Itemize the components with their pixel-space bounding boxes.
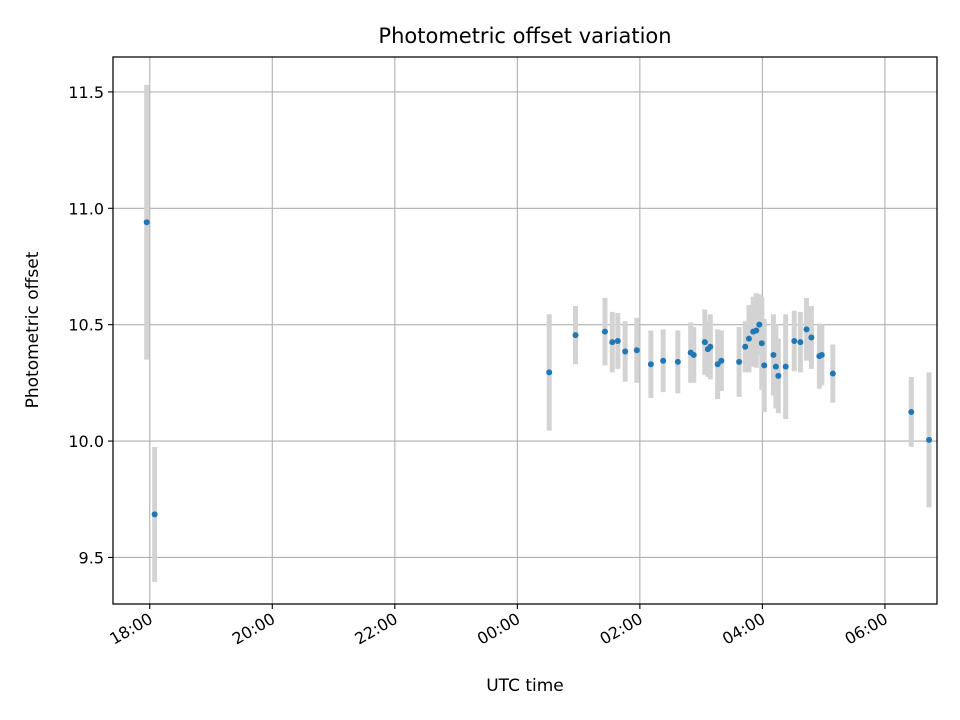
data-point — [622, 348, 629, 355]
data-point — [742, 343, 749, 350]
data-point — [601, 328, 608, 335]
data-point — [143, 219, 150, 226]
data-point — [633, 347, 640, 354]
data-point — [761, 362, 768, 369]
chart-title: Photometric offset variation — [378, 24, 671, 48]
data-point — [701, 339, 708, 346]
data-point — [718, 357, 725, 364]
y-tick-label: 9.5 — [79, 548, 104, 567]
data-point — [770, 351, 777, 358]
data-point — [745, 335, 752, 342]
data-point — [736, 358, 743, 365]
data-point — [797, 339, 804, 346]
y-axis-label: Photometric offset — [23, 251, 43, 408]
data-point — [803, 326, 810, 333]
y-tick-label: 10.5 — [68, 316, 104, 335]
y-tick-label: 10.0 — [68, 432, 104, 451]
data-point — [572, 332, 579, 339]
data-point — [829, 370, 836, 377]
data-point — [758, 340, 765, 347]
data-point — [926, 436, 933, 443]
point-layer — [143, 219, 933, 518]
data-point — [647, 361, 654, 368]
plot-frame — [112, 56, 938, 605]
data-point — [151, 511, 158, 518]
data-point — [546, 369, 553, 376]
data-point — [791, 337, 798, 344]
data-point — [753, 327, 760, 334]
data-point — [908, 408, 915, 415]
y-tick-label: 11.5 — [68, 83, 104, 102]
data-point — [756, 321, 763, 328]
data-point — [772, 363, 779, 370]
data-point — [808, 334, 815, 341]
data-point — [707, 343, 714, 350]
data-point — [690, 351, 697, 358]
data-point — [818, 351, 825, 358]
data-point — [614, 337, 621, 344]
x-axis-label: UTC time — [486, 676, 564, 696]
data-point — [775, 372, 782, 379]
data-point — [660, 357, 667, 364]
y-tick-label: 11.0 — [68, 199, 104, 218]
data-point — [674, 358, 681, 365]
data-point — [782, 363, 789, 370]
data-point — [609, 339, 616, 346]
